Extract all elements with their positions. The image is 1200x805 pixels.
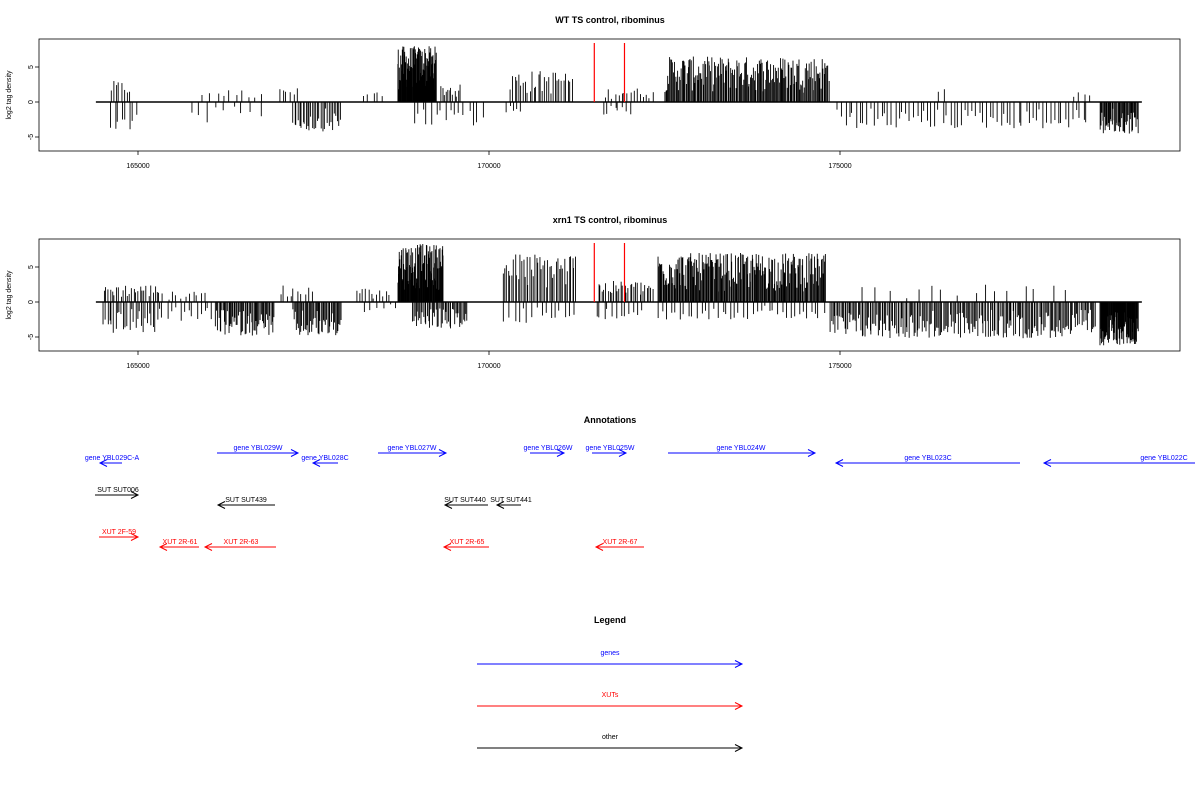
xrn1-panel: xrn1 TS control, ribominus log2 tag dens… <box>6 215 1181 370</box>
arrow-head <box>556 449 566 457</box>
arrow-head <box>442 543 452 551</box>
sut-label: SUT SUT441 <box>490 497 532 504</box>
xrn1-y-axis: -5 0 5 <box>28 265 39 340</box>
x-tick-label: 170000 <box>477 163 500 170</box>
xut-label: XUT 2F-59 <box>102 529 136 536</box>
wt-markers <box>593 43 626 102</box>
xut-arrow <box>594 543 644 551</box>
arrow-head <box>734 702 744 710</box>
gene-label: gene YBL028C <box>301 455 348 462</box>
gene-arrow <box>378 449 448 457</box>
gene-label: gene YBL026W <box>524 445 573 452</box>
arrow-head <box>130 491 140 499</box>
xrn1-x-axis: 165000 170000 175000 <box>126 351 852 370</box>
arrow-head <box>311 459 321 467</box>
legend: genes XUTs other <box>477 650 744 752</box>
xrn1-y-axis-label: log2 tag density <box>6 270 13 320</box>
gene-arrow <box>530 449 566 457</box>
wt-y-axis-label: log2 tag density <box>6 70 13 120</box>
annotation-xuts: XUT 2F-59 XUT 2R-61 XUT 2R-63 XUT 2R-65 XUT … <box>99 529 644 551</box>
arrow-head <box>203 543 213 551</box>
gene-arrow <box>834 459 1020 467</box>
y-tick-label: 0 <box>28 100 35 104</box>
legend-other-arrow <box>477 744 744 752</box>
legend-other-label: other <box>602 734 619 741</box>
gene-label: gene YBL029W <box>234 445 283 452</box>
arrow-head <box>834 459 844 467</box>
gene-label: gene YBL025W <box>586 445 635 452</box>
y-tick-label: -5 <box>28 134 35 140</box>
wt-panel-title: WT TS control, ribominus <box>555 15 665 25</box>
y-tick-label: 5 <box>28 65 35 69</box>
xut-arrow <box>203 543 276 551</box>
legend-genes-label: genes <box>600 650 620 657</box>
arrow-head <box>216 501 226 509</box>
legend-title: Legend <box>594 615 626 625</box>
arrow-head <box>130 533 140 541</box>
xut-label: XUT 2R-67 <box>603 539 638 546</box>
gene-label: gene YBL022C <box>1140 455 1187 462</box>
xrn1-panel-title: xrn1 TS control, ribominus <box>553 215 668 225</box>
arrow-head <box>1042 459 1052 467</box>
arrow-head <box>495 501 505 509</box>
sut-label: SUT SUT006 <box>97 487 139 494</box>
gene-label: gene YBL029C-A <box>85 455 140 462</box>
arrow-head <box>594 543 604 551</box>
xut-arrow <box>442 543 489 551</box>
annotation-genes: gene YBL029C-A gene YBL029W gene YBL028C ge… <box>85 445 1195 467</box>
legend-genes-arrow <box>477 660 744 668</box>
sut-label: SUT SUT440 <box>444 497 486 504</box>
x-tick-label: 165000 <box>126 163 149 170</box>
x-tick-label: 175000 <box>828 163 851 170</box>
legend-xuts-label: XUTs <box>602 692 619 699</box>
arrow-head <box>618 449 628 457</box>
gene-label: gene YBL023C <box>904 455 951 462</box>
xut-arrow <box>99 533 140 541</box>
xut-label: XUT 2R-65 <box>450 539 485 546</box>
legend-xuts-arrow <box>477 702 744 710</box>
arrow-head <box>98 459 108 467</box>
gene-arrow <box>311 459 338 467</box>
xrn1-plot-frame <box>38 238 1181 352</box>
gene-arrow <box>98 459 122 467</box>
sut-arrow <box>95 491 140 499</box>
gene-arrow <box>592 449 628 457</box>
arrow-head <box>290 449 300 457</box>
sut-label: SUT SUT439 <box>225 497 267 504</box>
xut-label: XUT 2R-63 <box>224 539 259 546</box>
x-tick-label: 175000 <box>828 363 851 370</box>
arrow-head <box>438 449 448 457</box>
xut-arrow <box>158 543 199 551</box>
arrow-head <box>807 449 817 457</box>
sut-arrow <box>443 501 488 509</box>
y-tick-label: 5 <box>28 265 35 269</box>
wt-x-axis: 165000 170000 175000 <box>126 151 852 170</box>
gene-arrow <box>1042 459 1195 467</box>
arrow-head <box>734 660 744 668</box>
arrow-head <box>443 501 453 509</box>
y-tick-label: 0 <box>28 300 35 304</box>
gene-arrow <box>668 449 817 457</box>
xrn1-density-bars <box>102 244 1139 346</box>
wt-density-bars <box>110 46 1139 134</box>
annotations-title: Annotations <box>584 415 637 425</box>
wt-y-axis: -5 0 5 <box>28 65 39 140</box>
gene-label: gene YBL027W <box>388 445 437 452</box>
x-tick-label: 170000 <box>477 363 500 370</box>
xrn1-markers <box>593 243 626 302</box>
sut-arrow <box>216 501 275 509</box>
gene-arrow <box>217 449 300 457</box>
y-tick-label: -5 <box>28 334 35 340</box>
x-tick-label: 165000 <box>126 363 149 370</box>
xut-label: XUT 2R-61 <box>163 539 198 546</box>
annotation-suts: SUT SUT006 SUT SUT439 SUT SUT440 SUT SUT441 <box>95 487 532 509</box>
arrow-head <box>734 744 744 752</box>
wt-panel: WT TS control, ribominus log2 tag densit… <box>6 15 1181 170</box>
wt-plot-frame <box>38 38 1181 152</box>
sut-arrow <box>495 501 521 509</box>
arrow-head <box>158 543 168 551</box>
gene-label: gene YBL024W <box>717 445 766 452</box>
